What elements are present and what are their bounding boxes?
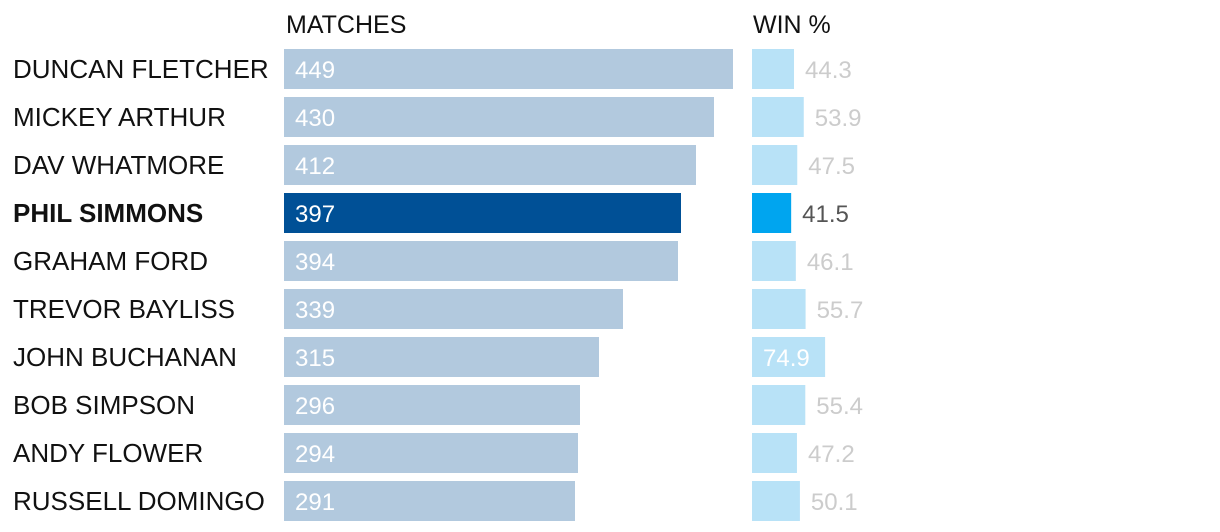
win-pct-bar [752,433,797,473]
matches-value-label: 315 [295,345,335,372]
matches-bar [284,289,623,329]
matches-bar [284,241,678,281]
win-pct-bar [752,337,826,377]
category-label: MICKEY ARTHUR [13,102,226,132]
win-pct-value-label: 74.9 [763,345,810,372]
category-label: GRAHAM FORD [13,246,208,276]
win-pct-bar [752,145,798,185]
win-pct-bar [752,481,800,521]
win-pct-value-label: 44.3 [805,57,852,84]
win-pct-value-label: 41.5 [802,201,849,228]
matches-value-label: 412 [295,153,335,180]
category-label: ANDY FLOWER [13,438,203,468]
matches-value-label: 394 [295,249,335,276]
chart-rows: DUNCAN FLETCHER 449 44.3 MICKEY ARTHUR 430 53… [13,49,863,521]
matches-value-label: 449 [295,57,335,84]
matches-value-label: 291 [295,489,335,516]
win-pct-value-label: 55.4 [816,393,863,420]
matches-bar [284,97,714,137]
win-pct-bar [752,97,804,137]
win-pct-value-label: 53.9 [815,105,862,132]
category-label: DAV WHATMORE [13,150,224,180]
matches-bar [284,481,575,521]
chart-row: DAV WHATMORE 412 47.5 [13,145,855,185]
matches-bar [284,385,580,425]
win-pct-bar [752,193,792,233]
category-label: TREVOR BAYLISS [13,294,235,324]
chart-row: ANDY FLOWER 294 47.2 [13,433,855,473]
category-label: BOB SIMPSON [13,390,195,420]
chart-row: JOHN BUCHANAN 315 74.9 [13,337,826,377]
chart-row: MICKEY ARTHUR 430 53.9 [13,97,861,137]
win-pct-value-label: 55.7 [817,297,864,324]
matches-bar [284,193,681,233]
chart-row: GRAHAM FORD 394 46.1 [13,241,854,281]
win-pct-bar [752,49,795,89]
matches-value-label: 397 [295,201,335,228]
win-pct-value-label: 47.5 [808,153,855,180]
matches-bar [284,49,733,89]
matches-bar [284,433,578,473]
chart-row: RUSSELL DOMINGO 291 50.1 [13,481,858,521]
matches-value-label: 430 [295,105,335,132]
win-pct-bar [752,289,806,329]
chart-row: TREVOR BAYLISS 339 55.7 [13,289,863,329]
chart-row: BOB SIMPSON 296 55.4 [13,385,863,425]
category-label: RUSSELL DOMINGO [13,486,265,516]
matches-bar [284,337,599,377]
win-pct-column-header: WIN % [753,11,831,39]
chart-row: PHIL SIMMONS 397 41.5 [13,193,849,233]
win-pct-value-label: 46.1 [807,249,854,276]
matches-value-label: 339 [295,297,335,324]
category-label: DUNCAN FLETCHER [13,54,269,84]
matches-column-header: MATCHES [286,11,406,39]
win-pct-bar [752,385,806,425]
matches-value-label: 296 [295,393,335,420]
category-label: PHIL SIMMONS [13,198,203,228]
matches-value-label: 294 [295,441,335,468]
win-pct-bar [752,241,796,281]
win-pct-value-label: 50.1 [811,489,858,516]
chart-row: DUNCAN FLETCHER 449 44.3 [13,49,852,89]
win-pct-value-label: 47.2 [808,441,855,468]
category-label: JOHN BUCHANAN [13,342,237,372]
matches-bar [284,145,696,185]
